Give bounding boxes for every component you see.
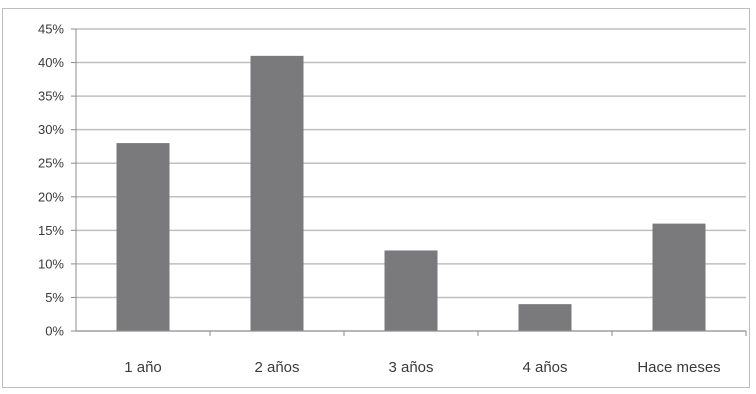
bar [384, 250, 438, 331]
y-tick-label: 0% [45, 324, 64, 339]
y-tick-label: 40% [38, 55, 64, 70]
bar [518, 304, 572, 331]
bar [652, 223, 706, 331]
y-tick-label: 5% [45, 290, 64, 305]
y-tick-label: 35% [38, 89, 64, 104]
y-tick-label: 10% [38, 256, 64, 271]
y-tick-label: 25% [38, 156, 64, 171]
x-tick-label: Hace meses [637, 359, 720, 376]
gridlines [76, 28, 746, 299]
x-tick-label: 2 años [254, 359, 299, 376]
bar [250, 55, 304, 331]
axes [71, 28, 747, 336]
y-tick-label: 45% [38, 22, 64, 37]
bars [116, 55, 706, 331]
y-tick-label: 15% [38, 223, 64, 238]
x-tick-label: 4 años [522, 359, 567, 376]
x-tick-label: 1 año [124, 359, 162, 376]
y-tick-label: 20% [38, 189, 64, 204]
y-tick-label: 30% [38, 122, 64, 137]
y-axis-tick-labels: 0% 5% 10% 15% 20% 25% 30% 35% 40% 45% [38, 22, 64, 339]
x-tick-label: 3 años [388, 359, 433, 376]
bar [116, 143, 170, 331]
x-axis-tick-labels: 1 año 2 años 3 años 4 años Hace meses [124, 359, 720, 376]
